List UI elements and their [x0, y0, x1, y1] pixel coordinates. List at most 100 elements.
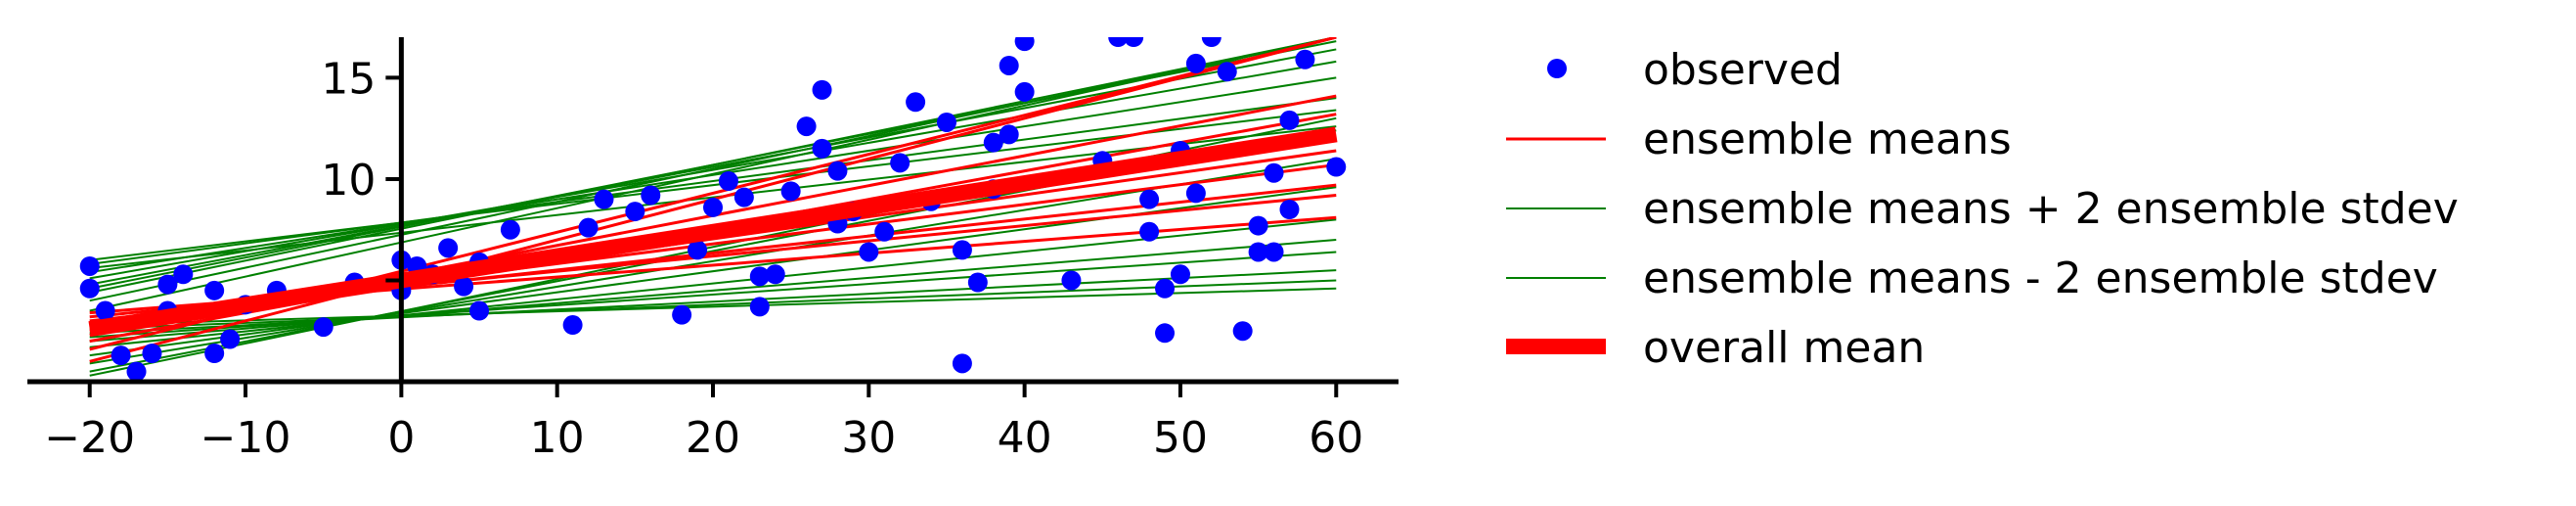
observed-point — [1185, 53, 1206, 73]
plot-area — [79, 37, 1347, 382]
observed-point — [157, 274, 178, 295]
observed-point — [906, 92, 926, 113]
overall-mean-line — [88, 126, 1338, 338]
observed-point — [438, 238, 459, 258]
minus-stdev-line-7 — [89, 279, 1337, 331]
observed-point — [1264, 162, 1284, 183]
observed-point — [313, 317, 333, 338]
overall-mean-line-group — [88, 126, 1338, 338]
x-tick-label: 60 — [1309, 413, 1363, 463]
observed-point — [672, 304, 692, 325]
observed-point — [827, 161, 848, 181]
observed-point — [641, 185, 661, 206]
observed-point — [79, 278, 100, 299]
legend-overall-mean-label: overall mean — [1643, 323, 1925, 373]
observed-point — [983, 132, 1003, 153]
observed-point — [1124, 37, 1144, 47]
observed-point — [796, 116, 817, 137]
x-tick-label: 20 — [686, 413, 740, 463]
x-tick-label: 10 — [530, 413, 585, 463]
observed-point — [1061, 270, 1082, 291]
observed-point — [126, 361, 147, 382]
observed-point — [749, 266, 770, 287]
observed-point — [1248, 215, 1268, 236]
observed-point — [874, 221, 895, 242]
observed-point — [859, 242, 879, 262]
observed-point — [999, 55, 1019, 75]
y-tick-label: 10 — [321, 156, 376, 206]
observed-point — [890, 153, 910, 173]
observed-point — [79, 255, 100, 276]
observed-point — [733, 187, 754, 207]
plus-stdev-line-8 — [89, 40, 1337, 290]
minus-stdev-line-3 — [89, 218, 1337, 348]
observed-point — [812, 138, 832, 159]
observed-point — [1139, 189, 1160, 209]
observed-point — [1232, 321, 1253, 342]
x-tick-label: 40 — [998, 413, 1052, 463]
plus-stdev-line-9 — [89, 125, 1337, 270]
legend: observed ensemble means ensemble means +… — [1506, 45, 2459, 373]
plus-stdev-line-4 — [89, 76, 1337, 274]
observed-point — [749, 297, 770, 317]
observed-point — [1264, 242, 1284, 262]
y-tick-label: 15 — [321, 54, 376, 104]
x-tick-label: −10 — [200, 413, 291, 463]
observed-point — [1217, 62, 1237, 82]
observed-point — [952, 353, 972, 374]
observed-point — [1295, 49, 1315, 69]
observed-point — [1014, 37, 1035, 52]
minus-stdev-line-4 — [89, 239, 1337, 343]
observed-point — [718, 171, 738, 192]
observed-point — [1185, 183, 1206, 204]
observed-point — [594, 189, 614, 209]
observed-point — [780, 181, 801, 202]
observed-point — [952, 240, 972, 260]
observed-point — [1170, 264, 1190, 285]
x-tick-label: 50 — [1153, 413, 1208, 463]
observed-point — [578, 217, 599, 238]
observed-point — [703, 197, 723, 217]
observed-point — [562, 315, 583, 336]
x-tick-label: 30 — [841, 413, 896, 463]
plus-stdev-line-5 — [89, 97, 1337, 265]
observed-point — [625, 202, 645, 222]
observed-point — [1155, 278, 1176, 299]
x-tick-label: −20 — [44, 413, 135, 463]
observed-point — [1326, 157, 1347, 177]
observed-point — [765, 264, 785, 285]
legend-observed-marker — [1547, 59, 1567, 78]
plus-stdev-line-1 — [89, 37, 1337, 302]
x-tick-label: 0 — [387, 413, 415, 463]
observed-point — [967, 272, 988, 293]
observed-point — [142, 344, 162, 364]
observed-point — [1108, 37, 1129, 47]
observed-point — [1248, 242, 1268, 262]
legend-plus-stdev-label: ensemble means + 2 ensemble stdev — [1643, 184, 2459, 234]
observed-point — [1139, 221, 1160, 242]
observed-point — [173, 264, 194, 285]
plus-stdev-line-3 — [89, 60, 1337, 280]
observed-point — [469, 300, 490, 321]
observed-point — [111, 345, 131, 366]
observed-point — [936, 112, 956, 132]
observed-point — [999, 124, 1019, 145]
legend-observed-label: observed — [1643, 45, 1843, 95]
observed-point — [500, 219, 520, 240]
minus-stdev-line-1 — [89, 158, 1337, 365]
observed-point — [220, 329, 241, 349]
observed-point — [204, 280, 225, 300]
axes: −20 −10 0 10 20 30 40 50 60 10 15 — [27, 37, 1399, 463]
legend-ensemble-means-label: ensemble means — [1643, 115, 2012, 164]
observed-point — [454, 276, 474, 297]
legend-minus-stdev-label: ensemble means - 2 ensemble stdev — [1643, 253, 2438, 303]
observed-point — [1155, 323, 1176, 344]
observed-point — [812, 79, 832, 100]
observed-point — [204, 344, 225, 364]
observed-point — [1201, 37, 1221, 47]
observed-point — [688, 240, 708, 260]
observed-point — [1279, 200, 1300, 219]
observed-point — [1279, 110, 1300, 130]
observed-point — [1014, 81, 1035, 102]
